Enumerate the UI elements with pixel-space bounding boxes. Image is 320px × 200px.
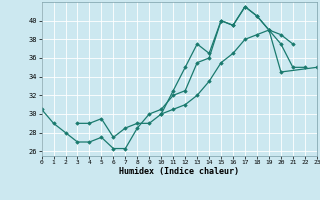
X-axis label: Humidex (Indice chaleur): Humidex (Indice chaleur) [119, 167, 239, 176]
